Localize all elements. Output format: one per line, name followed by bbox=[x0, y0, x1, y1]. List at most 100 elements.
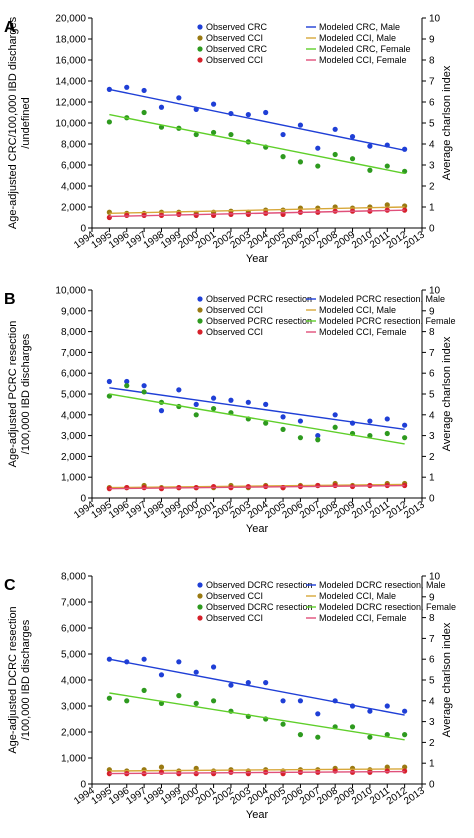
y2-tick-label: 9 bbox=[429, 306, 435, 317]
data-point bbox=[402, 732, 408, 738]
data-point bbox=[228, 397, 234, 403]
data-point bbox=[332, 768, 338, 774]
y-tick-label: 4,000 bbox=[61, 410, 86, 421]
legend-label: Modeled CRC, Female bbox=[319, 44, 411, 54]
data-point bbox=[210, 395, 217, 401]
data-point bbox=[245, 680, 251, 686]
data-point bbox=[367, 708, 373, 714]
data-point bbox=[245, 399, 251, 405]
data-point bbox=[367, 433, 373, 439]
data-point bbox=[124, 84, 130, 90]
data-point bbox=[141, 383, 147, 389]
data-point bbox=[228, 131, 234, 138]
y-tick-label: 6,000 bbox=[61, 161, 86, 172]
data-point bbox=[124, 698, 130, 704]
y2-tick-label: 5 bbox=[429, 390, 435, 401]
data-point bbox=[141, 87, 147, 94]
data-point bbox=[193, 412, 199, 418]
data-point bbox=[245, 211, 251, 217]
data-point bbox=[332, 151, 338, 158]
y2-tick-label: 7 bbox=[429, 634, 435, 645]
data-point bbox=[245, 112, 251, 118]
y2-tick-label: 10 bbox=[429, 286, 441, 297]
legend-label: Modeled PCRC resection, Female bbox=[319, 316, 456, 326]
data-point bbox=[210, 483, 217, 490]
y-tick-label: 5,000 bbox=[61, 650, 86, 661]
data-point bbox=[349, 724, 356, 730]
data-point bbox=[210, 664, 217, 670]
trend-line bbox=[109, 768, 405, 772]
y-tick-label: 0 bbox=[80, 224, 86, 235]
y2-tick-label: 6 bbox=[429, 369, 435, 380]
data-point bbox=[402, 768, 408, 774]
y2-tick-label: 3 bbox=[429, 717, 435, 728]
data-point bbox=[106, 209, 112, 215]
data-point bbox=[367, 143, 373, 149]
y-axis-label-line2: /100,000 IBD discharges bbox=[20, 619, 32, 740]
legend-label: Observed CCI bbox=[206, 613, 263, 623]
data-point bbox=[384, 202, 390, 208]
data-point bbox=[315, 482, 321, 489]
data-point bbox=[402, 435, 408, 441]
data-point bbox=[332, 424, 338, 430]
data-point bbox=[106, 119, 112, 125]
y2-tick-label: 5 bbox=[429, 676, 435, 687]
y2-tick-label: 7 bbox=[429, 348, 435, 359]
legend-marker bbox=[197, 35, 203, 41]
data-point bbox=[210, 698, 217, 704]
data-point bbox=[124, 378, 130, 385]
legend-label: Modeled CCI, Female bbox=[319, 613, 407, 623]
y-tick-label: 10,000 bbox=[55, 119, 86, 130]
data-point bbox=[193, 401, 199, 407]
y-tick-label: 10,000 bbox=[55, 286, 86, 297]
data-point bbox=[158, 408, 165, 414]
legend-marker bbox=[197, 24, 203, 30]
legend-label: Observed PCRC resection bbox=[206, 316, 312, 326]
legend-label: Observed CCI bbox=[206, 33, 263, 43]
data-point bbox=[210, 101, 217, 107]
data-point bbox=[315, 433, 321, 439]
trend-line bbox=[109, 692, 405, 741]
y2-tick-label: 0 bbox=[429, 780, 435, 791]
x-tick-label: 2013 bbox=[402, 229, 427, 251]
legend-label: Modeled PCRC resection, Male bbox=[319, 294, 445, 304]
trend-line bbox=[109, 484, 405, 490]
data-point bbox=[141, 687, 147, 694]
legend-marker bbox=[197, 615, 203, 621]
data-point bbox=[280, 154, 286, 160]
legend-label: Observed DCRC resection bbox=[206, 602, 313, 612]
y-tick-label: 12,000 bbox=[55, 98, 86, 109]
data-point bbox=[141, 389, 147, 395]
legend-label: Modeled CCI, Male bbox=[319, 305, 396, 315]
data-point bbox=[210, 405, 217, 412]
y-tick-label: 8,000 bbox=[61, 327, 86, 338]
data-point bbox=[297, 122, 304, 128]
data-point bbox=[315, 145, 321, 151]
data-point bbox=[228, 682, 234, 688]
legend-label: Modeled CRC, Male bbox=[319, 22, 400, 32]
x-axis-label: Year bbox=[246, 253, 269, 265]
y-axis-label-line1: Age-adjusted DCRC resection bbox=[7, 606, 19, 753]
data-point bbox=[280, 131, 286, 138]
legend-label: Observed CCI bbox=[206, 55, 263, 65]
x-axis-label: Year bbox=[246, 809, 269, 821]
y2-tick-label: 8 bbox=[429, 613, 435, 624]
legend-label: Modeled CCI, Female bbox=[319, 327, 407, 337]
trend-line bbox=[109, 206, 405, 214]
y2-axis-label: Average charlson index bbox=[441, 336, 453, 451]
data-point bbox=[280, 698, 286, 704]
legend-label: Observed CCI bbox=[206, 327, 263, 337]
y2-tick-label: 1 bbox=[429, 759, 435, 770]
data-point bbox=[124, 485, 130, 491]
data-point bbox=[158, 104, 165, 110]
y2-tick-label: 7 bbox=[429, 77, 435, 88]
x-axis-label: Year bbox=[246, 523, 269, 535]
panel-letter: A bbox=[4, 19, 16, 36]
y-axis-label-line2: /100,000 IBD discharges bbox=[20, 333, 32, 454]
trend-line bbox=[109, 113, 405, 175]
y-axis-label-line1: Age-adjusted PCRC resection bbox=[7, 321, 19, 468]
legend-label: Observed PCRC resection bbox=[206, 294, 312, 304]
data-point bbox=[315, 711, 321, 717]
data-point bbox=[297, 698, 304, 704]
legend-label: Modeled CCI, Male bbox=[319, 33, 396, 43]
